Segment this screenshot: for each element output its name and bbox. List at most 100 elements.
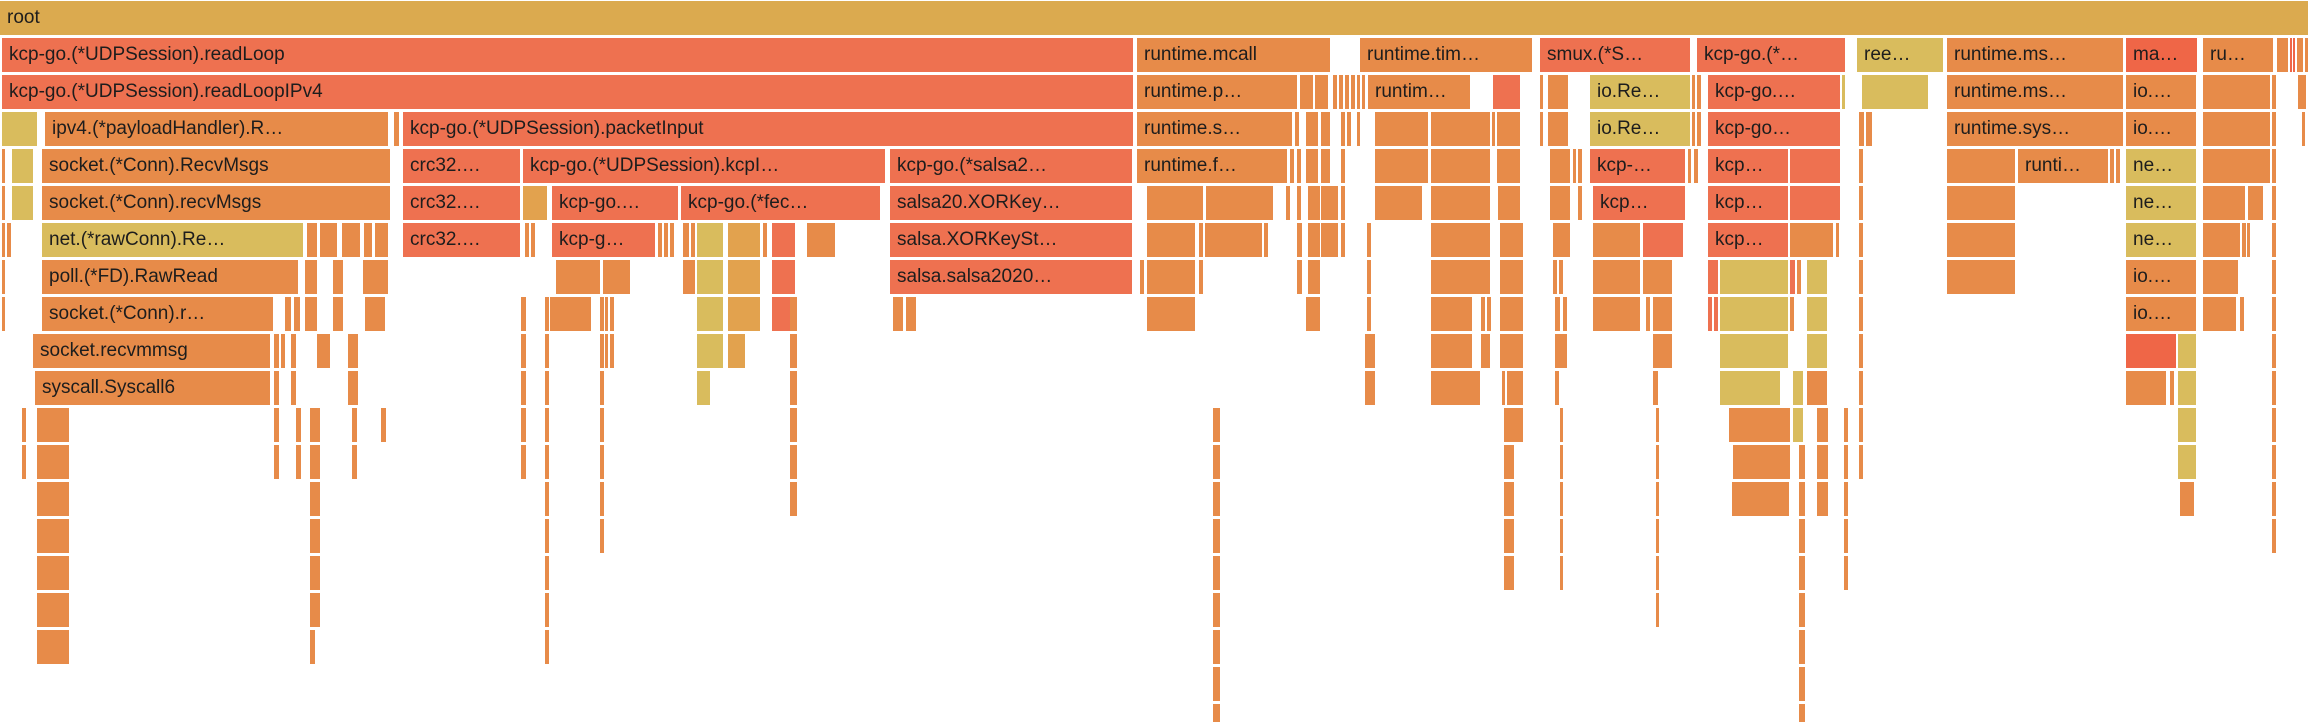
frame[interactable] <box>521 334 526 368</box>
frame[interactable] <box>1553 223 1570 257</box>
frame[interactable] <box>1799 482 1805 516</box>
frame[interactable] <box>2272 445 2276 479</box>
frame[interactable] <box>1297 186 1301 220</box>
frame-ipv4-payloadhandler-r[interactable]: ipv4.(*payloadHandler).R… <box>45 112 388 146</box>
frame[interactable] <box>1213 593 1220 627</box>
frame[interactable] <box>600 482 604 516</box>
frame[interactable] <box>1308 223 1320 257</box>
frame[interactable] <box>1431 186 1490 220</box>
frame[interactable] <box>1375 112 1428 146</box>
frame[interactable] <box>1504 445 1514 479</box>
frame[interactable] <box>2272 297 2276 331</box>
frame[interactable] <box>1573 149 1576 183</box>
frame[interactable] <box>1213 630 1220 664</box>
frame[interactable] <box>790 482 797 516</box>
frame[interactable] <box>1550 149 1570 183</box>
frame[interactable] <box>1213 408 1220 442</box>
frame-kcp-go[interactable]: kcp-go.… <box>1708 75 1840 109</box>
frame[interactable] <box>790 408 797 442</box>
frame[interactable] <box>274 408 279 442</box>
frame[interactable] <box>2297 38 2303 72</box>
frame[interactable] <box>603 260 630 294</box>
frame[interactable] <box>310 445 320 479</box>
frame[interactable] <box>2178 408 2196 442</box>
frame-io-re[interactable]: io.Re… <box>1590 75 1690 109</box>
frame[interactable] <box>531 223 535 257</box>
frame[interactable] <box>600 297 604 331</box>
frame[interactable] <box>1206 186 1273 220</box>
frame[interactable] <box>1497 149 1520 183</box>
frame-kcp-go-salsa2[interactable]: kcp-go.(*salsa2… <box>890 149 1132 183</box>
frame[interactable] <box>1493 75 1520 109</box>
frame-io[interactable]: io.… <box>2126 112 2196 146</box>
frame[interactable] <box>790 445 797 479</box>
frame[interactable] <box>1790 149 1840 183</box>
frame-ru[interactable]: ru… <box>2203 38 2273 72</box>
frame[interactable] <box>1797 260 1801 294</box>
frame[interactable] <box>556 260 600 294</box>
frame[interactable] <box>1688 149 1691 183</box>
frame[interactable] <box>1213 519 1220 553</box>
frame[interactable] <box>1498 186 1520 220</box>
frame[interactable] <box>1692 112 1695 146</box>
frame[interactable] <box>352 445 357 479</box>
frame[interactable] <box>2116 149 2120 183</box>
frame[interactable] <box>296 408 301 442</box>
frame[interactable] <box>1560 556 1563 590</box>
frame[interactable] <box>37 630 69 664</box>
frame-salsa-salsa2020[interactable]: salsa.salsa2020… <box>890 260 1132 294</box>
frame[interactable] <box>1481 297 1485 331</box>
frame[interactable] <box>1947 149 2015 183</box>
frame[interactable] <box>2180 482 2194 516</box>
frame[interactable] <box>1367 297 1371 331</box>
frame-kcp-go[interactable]: kcp-go.(*… <box>1697 38 1845 72</box>
frame[interactable] <box>697 223 723 257</box>
frame-crc32[interactable]: crc32.… <box>403 149 520 183</box>
frame[interactable] <box>1947 260 2015 294</box>
frame[interactable] <box>2242 223 2246 257</box>
frame-io-re[interactable]: io.Re… <box>1590 112 1690 146</box>
frame[interactable] <box>1500 297 1523 331</box>
frame[interactable] <box>1300 75 1313 109</box>
frame[interactable] <box>22 408 26 442</box>
frame[interactable] <box>1859 112 1864 146</box>
frame[interactable] <box>790 334 797 368</box>
frame[interactable] <box>1213 482 1220 516</box>
frame-kcp[interactable]: kcp… <box>1708 149 1788 183</box>
frame[interactable] <box>1213 667 1220 701</box>
frame[interactable] <box>2126 334 2176 368</box>
frame[interactable] <box>1859 297 1863 331</box>
frame[interactable] <box>1431 334 1472 368</box>
frame[interactable] <box>1859 334 1863 368</box>
frame[interactable] <box>1859 260 1863 294</box>
frame[interactable] <box>1807 260 1827 294</box>
frame[interactable] <box>1504 482 1514 516</box>
frame[interactable] <box>2247 223 2250 257</box>
frame[interactable] <box>600 445 604 479</box>
frame[interactable] <box>545 593 549 627</box>
frame[interactable] <box>1578 149 1582 183</box>
frame[interactable] <box>523 186 547 220</box>
frame[interactable] <box>2272 519 2276 553</box>
frame[interactable] <box>1656 445 1659 479</box>
frame[interactable] <box>1653 371 1658 405</box>
frame[interactable] <box>610 334 614 368</box>
frame[interactable] <box>1297 223 1302 257</box>
frame-smux-s[interactable]: smux.(*S… <box>1540 38 1690 72</box>
frame[interactable] <box>1859 445 1863 479</box>
frame[interactable] <box>1504 408 1523 442</box>
frame[interactable] <box>728 260 760 294</box>
frame[interactable] <box>1692 75 1695 109</box>
frame[interactable] <box>1653 334 1672 368</box>
frame[interactable] <box>1844 408 1848 442</box>
frame-kcp-go-fec[interactable]: kcp-go.(*fec… <box>681 186 880 220</box>
frame[interactable] <box>1306 149 1318 183</box>
frame[interactable] <box>1550 186 1570 220</box>
frame[interactable] <box>1790 186 1840 220</box>
frame[interactable] <box>1859 371 1863 405</box>
frame[interactable] <box>1694 149 1698 183</box>
frame[interactable] <box>600 408 604 442</box>
frame[interactable] <box>285 297 291 331</box>
frame[interactable] <box>1563 297 1567 331</box>
